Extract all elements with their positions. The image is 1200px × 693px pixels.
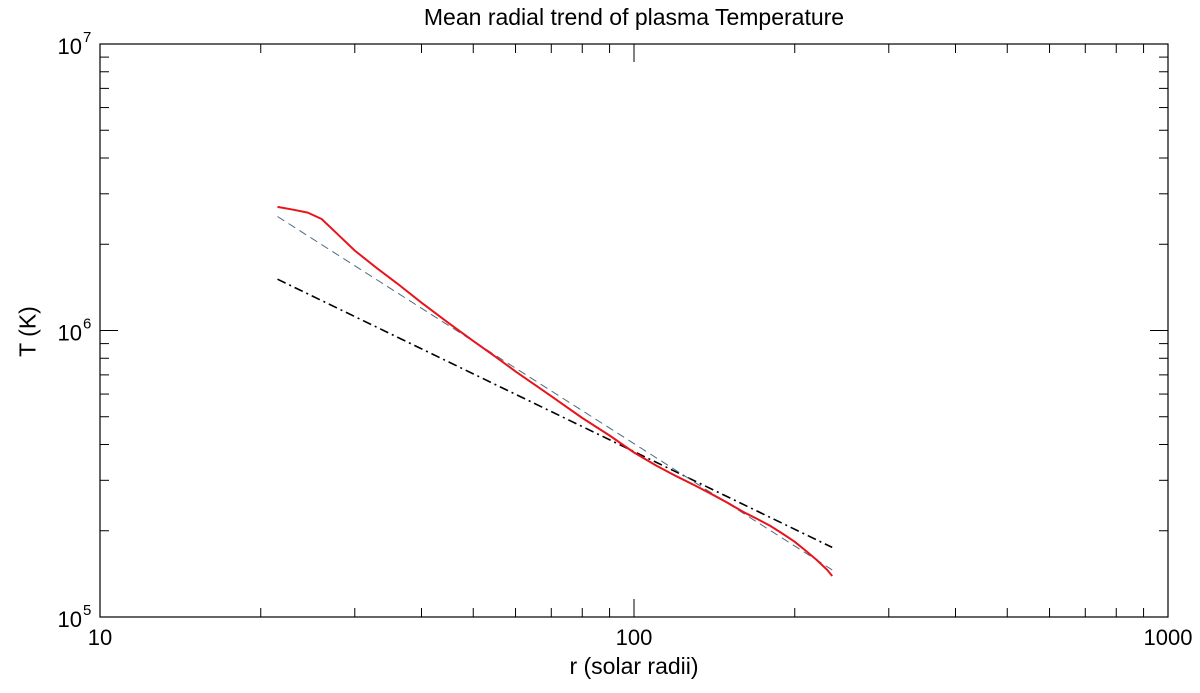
- y-tick-label: 10: [58, 321, 82, 346]
- series-line-dashdot: [277, 278, 833, 549]
- x-tick-label: 10: [88, 625, 112, 650]
- y-tick-exponent: 5: [83, 602, 91, 619]
- x-tick-label: 1000: [1144, 625, 1193, 650]
- plot-frame: [99, 43, 1169, 618]
- y-tick-exponent: 7: [83, 29, 91, 46]
- series-line-dashed: [277, 216, 833, 571]
- series-line-solid: [277, 205, 833, 577]
- y-tick-label: 10: [58, 34, 82, 59]
- y-tick-label: 10: [58, 607, 82, 632]
- x-tick-label: 100: [616, 625, 653, 650]
- y-tick-exponent: 6: [83, 316, 91, 333]
- chart-title: Mean radial trend of plasma Temperature: [423, 4, 845, 30]
- x-axis-label: r (solar radii): [569, 653, 699, 679]
